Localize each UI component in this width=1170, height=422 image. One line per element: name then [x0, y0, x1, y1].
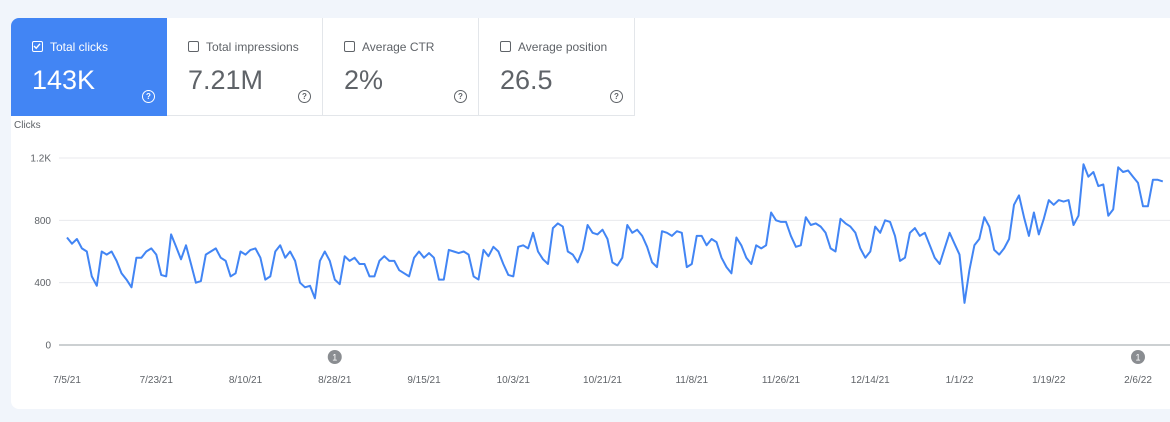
metric-tab-total-clicks[interactable]: Total clicks 143K?	[11, 18, 167, 116]
metric-value: 7.21M	[188, 65, 264, 95]
annotation-marker	[327, 350, 342, 364]
x-tick-label: 9/15/21	[407, 375, 441, 386]
x-tick-label: 7/23/21	[140, 375, 174, 386]
help-icon[interactable]: ?	[298, 90, 311, 103]
metric-tabs: Total clicks 143K? Total impressions 7.21M?…	[11, 18, 635, 116]
annotation-label: 1	[1135, 353, 1140, 363]
y-tick-label: 1.2K	[30, 154, 51, 165]
x-tick-label: 1/19/22	[1032, 375, 1066, 386]
x-tick-label: 7/5/21	[53, 375, 81, 386]
series-line	[66, 163, 1164, 304]
checkbox-icon[interactable]	[344, 41, 355, 52]
metric-label: Average position	[518, 40, 608, 54]
metric-label: Average CTR	[362, 40, 435, 54]
checkbox-icon[interactable]	[32, 41, 43, 52]
x-tick-label: 8/28/21	[318, 375, 352, 386]
annotation-label: 1	[332, 353, 337, 363]
checkbox-icon[interactable]	[188, 41, 199, 52]
annotation-marker	[1131, 350, 1145, 364]
metric-value: 2%	[344, 65, 384, 95]
x-tick-label: 12/14/21	[851, 375, 890, 386]
metric-tab-average-position[interactable]: Average position 26.5?	[479, 18, 635, 116]
metric-tab-average-ctr[interactable]: Average CTR 2%?	[323, 18, 479, 116]
x-tick-label: 8/10/21	[229, 375, 263, 386]
metric-label: Total clicks	[50, 40, 109, 54]
x-tick-label: 2/6/22	[1124, 375, 1152, 386]
metric-value: 26.5	[500, 65, 553, 95]
metric-tab-total-impressions[interactable]: Total impressions 7.21M?	[167, 18, 323, 116]
help-icon[interactable]: ?	[610, 90, 623, 103]
help-icon[interactable]: ?	[142, 90, 155, 103]
metric-value: 143K	[32, 65, 96, 95]
y-tick-label: 400	[34, 278, 51, 289]
y-tick-label: 0	[45, 341, 51, 352]
help-icon[interactable]: ?	[454, 90, 467, 103]
x-tick-label: 11/26/21	[762, 375, 801, 386]
x-tick-label: 10/3/21	[497, 375, 531, 386]
x-tick-label: 1/1/22	[946, 375, 974, 386]
metric-label: Total impressions	[206, 40, 299, 54]
y-tick-label: 800	[34, 216, 51, 227]
x-tick-label: 11/8/21	[675, 375, 708, 386]
checkbox-icon[interactable]	[500, 41, 511, 52]
x-tick-label: 10/21/21	[583, 375, 622, 386]
performance-card: Total clicks 143K? Total impressions 7.21M?…	[11, 18, 1170, 409]
y-axis-title: Clicks	[14, 120, 41, 131]
